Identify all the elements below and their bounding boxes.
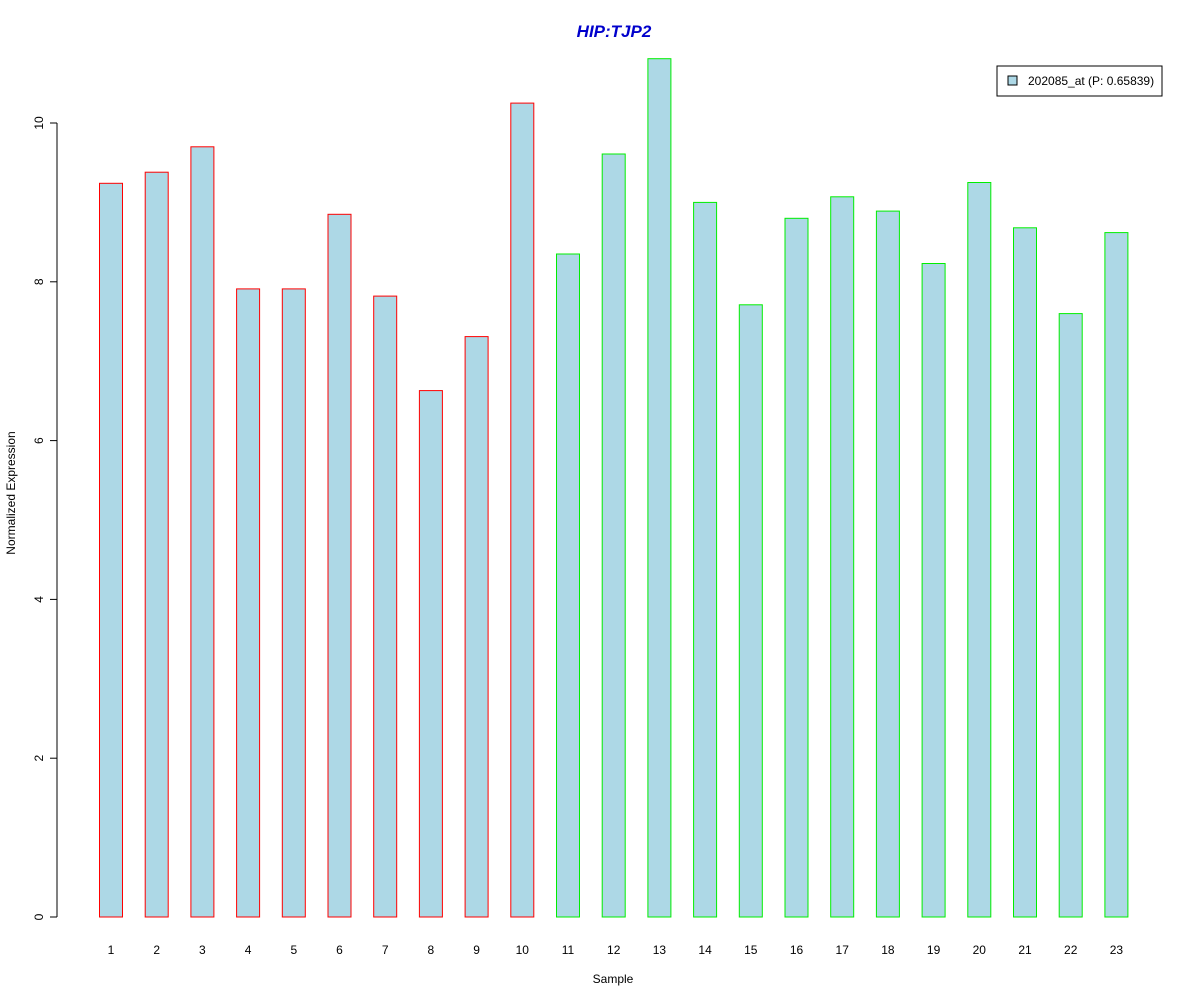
x-tick-label-7: 7 (382, 943, 389, 957)
bar-sample-20 (967, 182, 992, 918)
bar-sample-16 (784, 217, 809, 918)
bar-sample-8 (418, 390, 443, 918)
y-tick-label-6: 6 (32, 437, 46, 444)
legend-swatch (1007, 75, 1018, 86)
bars (99, 58, 1129, 918)
y-tick-label-0: 0 (32, 913, 46, 920)
x-tick-label-14: 14 (698, 943, 712, 957)
y-axis: 0 2 4 6 8 10 (32, 116, 58, 920)
x-tick-label-12: 12 (607, 943, 621, 957)
bar-sample-23 (1104, 232, 1129, 918)
bar-sample-15 (738, 304, 763, 918)
y-axis-label: Normalized Expression (4, 431, 18, 554)
x-tick-label-23: 23 (1110, 943, 1124, 957)
legend-entry: 202085_at (P: 0.65839) (1028, 74, 1154, 88)
legend-box (996, 65, 1163, 97)
x-tick-label-2: 2 (153, 943, 160, 957)
bar-sample-12 (601, 153, 626, 918)
x-tick-label-15: 15 (744, 943, 758, 957)
x-tick-label-20: 20 (973, 943, 987, 957)
bar-sample-9 (464, 336, 489, 918)
x-tick-label-13: 13 (653, 943, 667, 957)
chart-title: HIP:TJP2 (577, 22, 652, 41)
bar-sample-13 (647, 58, 672, 918)
bar-sample-17 (830, 196, 855, 918)
bar-sample-5 (281, 288, 306, 918)
bar-sample-19 (921, 263, 946, 918)
x-tick-label-18: 18 (881, 943, 895, 957)
bar-sample-18 (875, 210, 900, 918)
x-tick-label-16: 16 (790, 943, 804, 957)
x-tick-label-6: 6 (336, 943, 343, 957)
x-tick-label-3: 3 (199, 943, 206, 957)
bar-sample-11 (556, 253, 580, 918)
x-tick-label-8: 8 (428, 943, 435, 957)
bar-sample-14 (693, 201, 718, 918)
legend: 202085_at (P: 0.65839) (996, 65, 1163, 97)
x-tick-label-17: 17 (836, 943, 850, 957)
bar-sample-21 (1013, 227, 1037, 918)
bar-sample-4 (236, 288, 261, 918)
bar-sample-6 (327, 213, 352, 918)
x-tick-label-4: 4 (245, 943, 252, 957)
bar-sample-22 (1058, 313, 1083, 918)
x-tick-label-19: 19 (927, 943, 941, 957)
x-tick-label-9: 9 (473, 943, 480, 957)
x-tick-label-10: 10 (516, 943, 530, 957)
x-tick-label-11: 11 (562, 943, 575, 957)
bar-sample-7 (373, 295, 398, 918)
bar-sample-3 (190, 146, 215, 918)
y-tick-label-8: 8 (32, 278, 46, 285)
x-axis-label: Sample (593, 972, 634, 986)
y-tick-label-2: 2 (32, 755, 46, 762)
x-tick-labels: 1 2 3 4 5 6 7 8 9 10 11 12 13 14 15 16 17 18 19 20 21 22 23 (108, 943, 1124, 957)
x-tick-label-1: 1 (108, 943, 115, 957)
y-tick-label-4: 4 (32, 596, 46, 603)
x-tick-label-22: 22 (1064, 943, 1078, 957)
bar-sample-1 (99, 182, 123, 918)
y-tick-label-10: 10 (32, 116, 46, 130)
x-tick-label-5: 5 (290, 943, 297, 957)
bar-sample-2 (144, 171, 169, 918)
x-tick-label-21: 21 (1018, 943, 1032, 957)
bar-sample-10 (510, 102, 535, 918)
